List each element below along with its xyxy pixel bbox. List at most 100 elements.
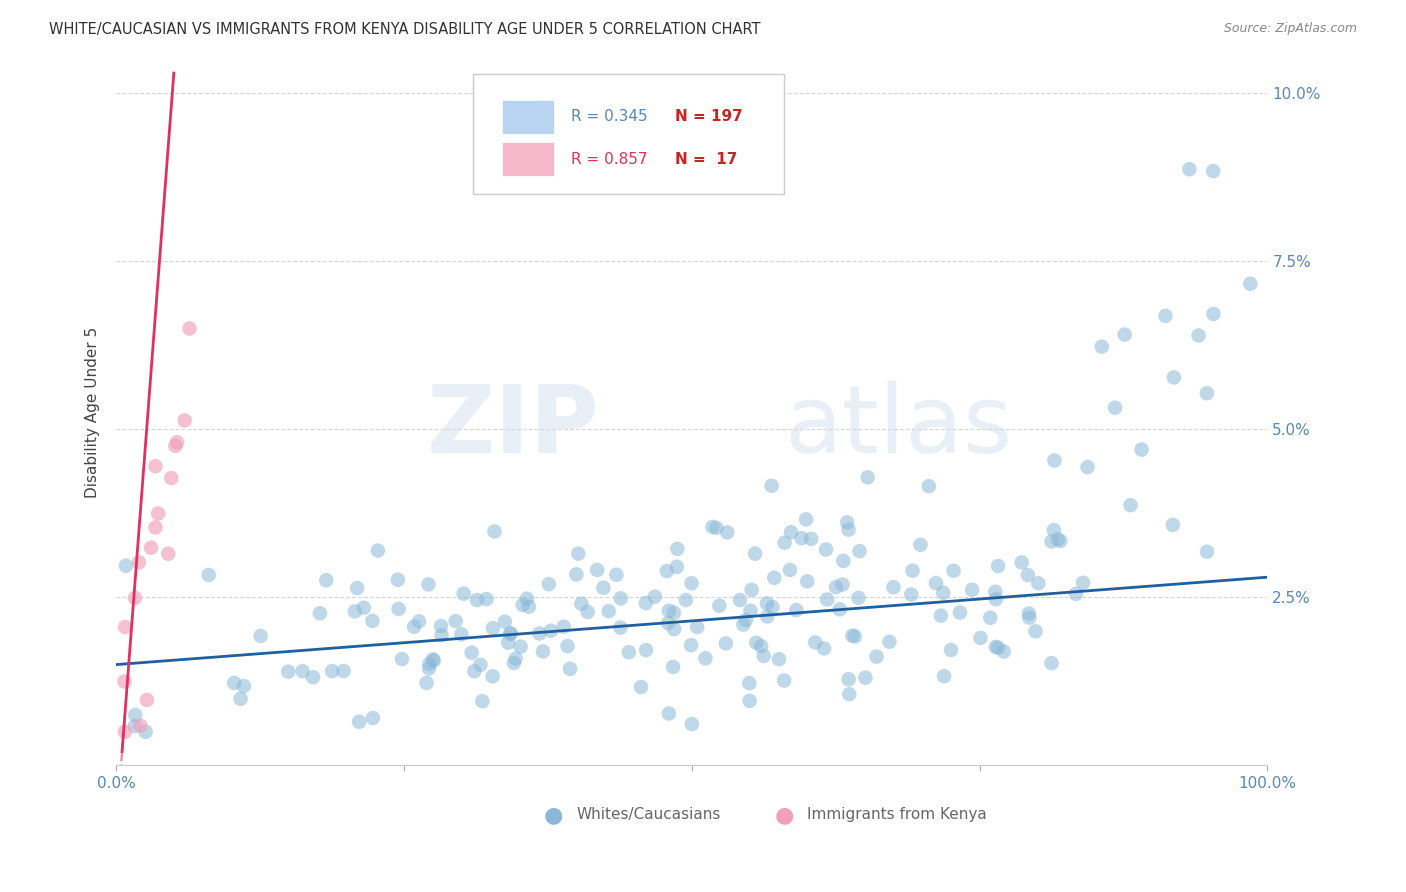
Point	[752, 648, 775, 663]
Point	[763, 571, 786, 585]
Point	[815, 592, 838, 607]
Point	[529, 626, 551, 640]
Point	[702, 520, 724, 534]
Point	[1239, 277, 1261, 291]
Point	[987, 559, 1010, 574]
Point	[1043, 453, 1066, 467]
Point	[1071, 575, 1094, 590]
Point	[960, 582, 983, 597]
Point	[644, 590, 666, 604]
Point	[422, 654, 444, 668]
Point	[910, 538, 932, 552]
Point	[1049, 533, 1071, 548]
Point	[984, 640, 1007, 654]
Point	[408, 615, 430, 629]
Point	[666, 541, 689, 556]
Point	[309, 607, 332, 621]
Bar	[502, 100, 554, 134]
Point	[800, 532, 823, 546]
Point	[984, 584, 1007, 599]
Point	[605, 567, 627, 582]
Point	[1119, 498, 1142, 512]
Point	[135, 724, 157, 739]
Point	[1046, 533, 1069, 547]
Point	[1025, 624, 1047, 639]
Point	[1091, 340, 1114, 354]
Point	[804, 635, 827, 649]
Point	[114, 674, 136, 689]
Point	[598, 604, 620, 618]
Point	[567, 547, 589, 561]
Point	[157, 547, 180, 561]
Point	[879, 634, 901, 648]
Point	[733, 617, 755, 632]
Point	[785, 603, 807, 617]
Text: R = 0.857: R = 0.857	[571, 152, 648, 167]
Point	[332, 664, 354, 678]
Point	[540, 624, 562, 638]
Point	[343, 604, 366, 618]
Point	[745, 636, 768, 650]
Point	[346, 581, 368, 595]
Point	[856, 470, 879, 484]
Point	[662, 606, 685, 620]
Point	[969, 631, 991, 645]
Point	[665, 559, 688, 574]
Point	[773, 673, 796, 688]
Point	[124, 719, 146, 733]
Point	[740, 604, 762, 618]
Point	[391, 652, 413, 666]
Point	[450, 627, 472, 641]
Point	[714, 636, 737, 650]
Point	[128, 555, 150, 569]
Point	[1064, 587, 1087, 601]
Point	[925, 576, 948, 591]
Point	[1161, 517, 1184, 532]
Text: WHITE/CAUCASIAN VS IMMIGRANTS FROM KENYA DISABILITY AGE UNDER 5 CORRELATION CHAR: WHITE/CAUCASIAN VS IMMIGRANTS FROM KENYA…	[49, 22, 761, 37]
Point	[780, 525, 803, 540]
Point	[1043, 523, 1066, 537]
Point	[124, 707, 146, 722]
Point	[1197, 545, 1219, 559]
Point	[135, 693, 157, 707]
Point	[565, 567, 588, 582]
FancyBboxPatch shape	[474, 74, 785, 194]
Point	[558, 662, 581, 676]
Point	[686, 620, 709, 634]
Point	[794, 512, 817, 526]
Point	[779, 563, 801, 577]
Point	[418, 661, 440, 675]
Text: R = 0.345: R = 0.345	[571, 109, 648, 124]
Text: ●: ●	[775, 805, 793, 825]
Point	[146, 507, 169, 521]
Point	[387, 602, 409, 616]
Point	[512, 598, 534, 612]
Point	[1018, 610, 1040, 624]
Point	[939, 643, 962, 657]
Point	[828, 602, 851, 616]
Point	[418, 577, 440, 591]
Point	[728, 593, 751, 607]
Point	[557, 639, 579, 653]
Point	[1154, 309, 1177, 323]
Point	[387, 573, 409, 587]
Point	[918, 479, 941, 493]
Point	[790, 531, 813, 545]
Point	[1040, 534, 1063, 549]
Point	[114, 724, 136, 739]
Point	[865, 649, 887, 664]
Point	[422, 652, 444, 666]
Point	[901, 564, 924, 578]
Point	[838, 523, 860, 537]
Point	[460, 646, 482, 660]
Point	[681, 638, 703, 652]
Point	[553, 620, 575, 634]
Point	[855, 671, 877, 685]
Point	[755, 596, 778, 610]
Point	[832, 554, 855, 568]
Point	[173, 413, 195, 427]
Point	[837, 516, 859, 530]
Point	[124, 591, 146, 605]
Point	[848, 544, 870, 558]
Point	[481, 669, 503, 683]
